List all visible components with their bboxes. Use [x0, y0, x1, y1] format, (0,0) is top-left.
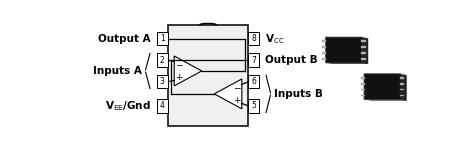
- Bar: [361, 83, 365, 85]
- Bar: [361, 52, 366, 54]
- Bar: [322, 58, 327, 60]
- Polygon shape: [365, 99, 407, 100]
- Bar: [322, 40, 327, 42]
- Text: 4: 4: [160, 101, 164, 110]
- Text: 5: 5: [252, 101, 256, 110]
- Text: Output A: Output A: [99, 34, 151, 44]
- Bar: [361, 89, 365, 90]
- Bar: [156, 53, 168, 67]
- Bar: [248, 75, 259, 89]
- Bar: [248, 32, 259, 45]
- Bar: [156, 32, 168, 45]
- Text: 8: 8: [252, 34, 256, 43]
- Bar: [156, 99, 168, 112]
- Text: +: +: [233, 96, 241, 105]
- Text: 3: 3: [160, 77, 164, 86]
- Text: 1: 1: [160, 34, 164, 43]
- Bar: [168, 25, 248, 126]
- Text: +: +: [175, 73, 183, 82]
- Text: 2: 2: [160, 56, 164, 65]
- Bar: [156, 75, 168, 89]
- Text: V$_{\mathrm{EE}}$/Gnd: V$_{\mathrm{EE}}$/Gnd: [105, 99, 151, 113]
- Bar: [248, 99, 259, 112]
- Polygon shape: [400, 74, 407, 100]
- Text: Inputs B: Inputs B: [274, 89, 323, 99]
- Text: Output B: Output B: [265, 55, 318, 65]
- FancyBboxPatch shape: [325, 37, 363, 63]
- Bar: [322, 52, 327, 54]
- Bar: [361, 58, 366, 60]
- Text: −: −: [233, 83, 241, 92]
- Bar: [248, 53, 259, 67]
- Bar: [400, 83, 404, 85]
- Polygon shape: [361, 37, 368, 64]
- Bar: [322, 46, 327, 48]
- Bar: [361, 95, 365, 96]
- Text: Inputs A: Inputs A: [93, 66, 142, 76]
- Text: 7: 7: [252, 56, 256, 65]
- Bar: [361, 77, 365, 79]
- Bar: [361, 46, 366, 48]
- Polygon shape: [327, 63, 368, 64]
- Text: 6: 6: [252, 77, 256, 86]
- Bar: [400, 77, 404, 79]
- Polygon shape: [214, 79, 242, 109]
- Polygon shape: [174, 56, 202, 86]
- FancyBboxPatch shape: [364, 74, 401, 100]
- Bar: [361, 40, 366, 42]
- Bar: [400, 89, 404, 90]
- Text: V$_{\mathrm{CC}}$: V$_{\mathrm{CC}}$: [265, 32, 285, 46]
- Bar: [400, 95, 404, 96]
- Text: −: −: [175, 60, 183, 69]
